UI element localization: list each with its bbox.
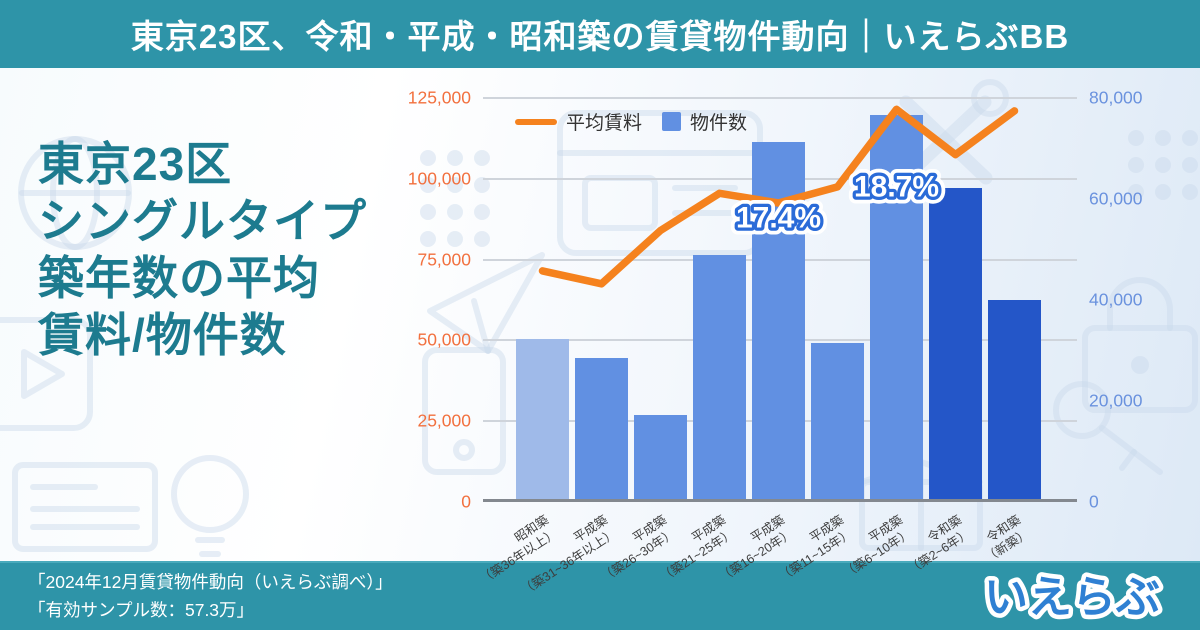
property-count-legend-label: 物件数 — [690, 113, 748, 134]
page-title: 東京23区、令和・平成・昭和築の賃貸物件動向｜いえらぶBB — [130, 18, 1070, 55]
source-line-2: 「有効サンプル数：57.3万」 — [28, 599, 255, 620]
headline-line: 築年数の平均 — [38, 252, 320, 305]
left-axis-tick: 125,000 — [407, 87, 471, 108]
bar-平成築（築26~30年） — [634, 415, 687, 502]
footer-bar: 「2024年12月賃貸物件動向（いえらぶ調べ）」 「有効サンプル数：57.3万」… — [0, 561, 1200, 630]
lock-watermark-icon — [1082, 277, 1198, 413]
play-button-watermark-icon — [0, 317, 93, 431]
left-axis-tick: 0 — [461, 491, 471, 512]
right-axis-tick: 0 — [1089, 491, 1099, 512]
header-banner: 東京23区、令和・平成・昭和築の賃貸物件動向｜いえらぶBB — [0, 0, 1200, 68]
headline-line: 賃料/物件数 — [38, 309, 287, 362]
chart-headline: 東京23区 シングルタイプ 築年数の平均 賃料/物件数 — [38, 136, 367, 364]
chart-legend: 平均賃料 物件数 — [515, 108, 747, 135]
right-axis-tick: 80,000 — [1089, 87, 1143, 108]
keypad-watermark-icon — [420, 150, 490, 247]
bar-平成築（築11~15年） — [811, 343, 864, 502]
ielove-logo: いえらぶ — [980, 568, 1165, 626]
globe-watermark-icon — [18, 136, 132, 250]
lightbulb-watermark-icon — [171, 455, 249, 557]
percent-annotation: 18.7% — [854, 171, 939, 204]
left-axis-tick: 50,000 — [417, 329, 471, 350]
right-axis-tick: 20,000 — [1089, 390, 1143, 411]
percent-annotation: 17.4% — [736, 201, 821, 234]
source-line-1: 「2024年12月賃貸物件動向（いえらぶ調べ）」 — [28, 572, 393, 593]
paper-plane-watermark-icon — [427, 252, 545, 354]
newspaper-watermark-icon — [12, 462, 158, 552]
bar-令和築（新築） — [988, 299, 1041, 502]
right-axis-tick: 40,000 — [1089, 289, 1143, 310]
left-axis-tick: 25,000 — [417, 410, 471, 431]
plot-area: 125,000 100,000 75,000 50,000 25,000 0 80,000 6… — [408, 88, 1143, 599]
left-axis-tick: 75,000 — [417, 249, 471, 270]
ielove-logo-text: いえらぶ — [984, 573, 1160, 622]
key-watermark-icon — [1053, 381, 1163, 475]
avg-rent-legend-label: 平均賃料 — [566, 113, 643, 134]
property-count-swatch — [662, 112, 682, 131]
avg-rent-line — [538, 105, 1019, 288]
x-axis-line — [483, 499, 1077, 502]
data-source-note: 「2024年12月賃貸物件動向（いえらぶ調べ）」 「有効サンプル数：57.3万」 — [28, 569, 393, 623]
avg-rent-line-swatch — [515, 118, 557, 125]
headline-line: 東京23区 — [38, 138, 233, 190]
percent-annotation: 17.4% — [736, 201, 821, 234]
headline-line: シングルタイプ — [38, 195, 367, 248]
content-area: 東京23区 シングルタイプ 築年数の平均 賃料/物件数 平均賃料 物件数 125… — [0, 68, 1200, 599]
bar-令和築（築2~6年） — [929, 187, 982, 502]
watermark-layer — [0, 79, 1198, 557]
left-axis-tick: 100,000 — [407, 168, 471, 189]
bar-平成築（築6~10年） — [870, 115, 923, 502]
avg-rent-line-layer: 17.4%17.4%18.7%18.7% — [538, 105, 1019, 288]
phone-watermark-icon — [1128, 130, 1198, 200]
percent-annotation: 18.7% — [854, 171, 939, 204]
right-axis-tick: 60,000 — [1089, 188, 1143, 209]
bar-昭和築（築36年以上） — [516, 338, 569, 502]
bar-平成築（築31~36年以上） — [575, 357, 628, 502]
smartphone-watermark-icon — [422, 347, 506, 475]
bar-平成築（築21~25年） — [693, 255, 746, 502]
gridline — [483, 97, 1077, 99]
